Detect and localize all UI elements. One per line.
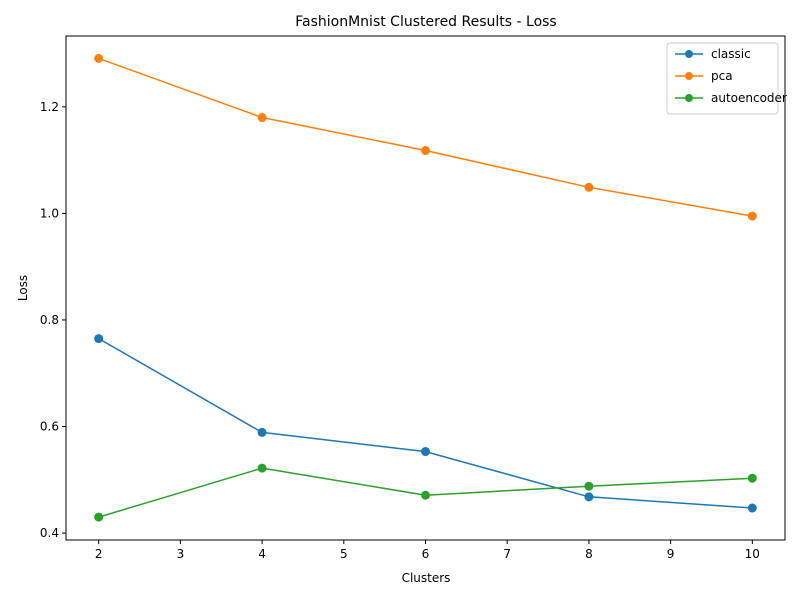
data-point-classic [94, 334, 104, 344]
legend-label-autoencoder: autoencoder [711, 91, 787, 105]
data-point-autoencoder [257, 463, 267, 473]
data-point-autoencoder [747, 473, 757, 483]
x-tick-label: 7 [503, 547, 511, 561]
data-point-classic [421, 447, 430, 457]
y-tick-label: 0.4 [40, 526, 59, 540]
x-tick-label: 9 [667, 547, 675, 561]
data-point-pca [421, 146, 430, 156]
y-tick-label: 0.6 [40, 420, 59, 434]
x-tick-label: 8 [585, 547, 593, 561]
data-point-autoencoder [421, 490, 430, 500]
chart-title: FashionMnist Clustered Results - Loss [295, 14, 556, 30]
legend-box [666, 42, 779, 115]
x-tick-label: 3 [177, 547, 185, 561]
x-tick-label: 10 [745, 547, 760, 561]
legend-marker-autoencoder [685, 94, 693, 102]
x-axis-title: Clusters [402, 571, 451, 585]
data-point-autoencoder [584, 481, 594, 491]
y-axis: 0.4 0.6 0.8 1.0 1.2 [40, 100, 66, 540]
data-point-classic [747, 503, 757, 513]
x-tick-label: 5 [340, 547, 348, 561]
legend: classic pca autoencoder [666, 42, 787, 115]
legend-marker-pca [685, 72, 693, 80]
x-tick-label: 4 [258, 547, 266, 561]
data-point-classic [584, 492, 594, 502]
legend-marker-classic [685, 50, 693, 58]
x-tick-label: 6 [422, 547, 430, 561]
x-tick-label: 2 [95, 547, 103, 561]
y-tick-label: 0.8 [40, 313, 59, 327]
y-tick-label: 1.2 [40, 100, 59, 114]
data-point-autoencoder [94, 512, 104, 522]
data-point-pca [257, 113, 267, 123]
data-point-classic [257, 427, 267, 437]
y-tick-label: 1.0 [40, 206, 59, 220]
series-markers [94, 53, 757, 522]
y-axis-title: Loss [16, 275, 30, 301]
legend-label-classic: classic [711, 47, 751, 61]
data-point-pca [584, 182, 594, 192]
data-point-pca [94, 53, 104, 63]
data-point-pca [747, 211, 757, 221]
x-axis: 2 3 4 5 6 7 8 9 10 [95, 540, 760, 561]
legend-label-pca: pca [711, 69, 733, 83]
